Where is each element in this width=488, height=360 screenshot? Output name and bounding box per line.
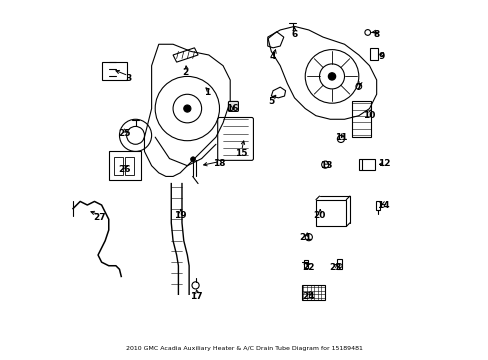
Text: 11: 11: [334, 132, 346, 141]
Text: 4: 4: [269, 52, 276, 61]
Text: 22: 22: [302, 263, 314, 272]
Text: 5: 5: [267, 97, 274, 106]
Text: 8: 8: [373, 30, 379, 39]
Text: 21: 21: [298, 233, 311, 242]
Text: 25: 25: [118, 129, 131, 138]
Text: 18: 18: [213, 159, 225, 168]
Text: 27: 27: [93, 213, 106, 222]
Text: 2010 GMC Acadia Auxiliary Heater & A/C Drain Tube Diagram for 15189481: 2010 GMC Acadia Auxiliary Heater & A/C D…: [126, 346, 362, 351]
Text: 16: 16: [225, 104, 238, 113]
Text: 2: 2: [182, 68, 188, 77]
Text: 17: 17: [189, 292, 202, 301]
Circle shape: [190, 157, 195, 162]
Text: 24: 24: [302, 292, 314, 301]
Text: 7: 7: [355, 83, 361, 92]
Text: 15: 15: [234, 149, 246, 158]
Text: 9: 9: [378, 52, 385, 61]
Text: 20: 20: [313, 211, 325, 220]
Text: 10: 10: [363, 111, 375, 120]
Text: 19: 19: [174, 211, 186, 220]
Text: 23: 23: [329, 263, 341, 272]
Text: 12: 12: [377, 159, 389, 168]
Text: 26: 26: [118, 165, 131, 174]
Text: 3: 3: [125, 74, 131, 83]
Circle shape: [183, 105, 190, 112]
Text: 13: 13: [320, 161, 332, 170]
FancyBboxPatch shape: [228, 102, 238, 111]
Text: 1: 1: [203, 88, 210, 97]
Circle shape: [328, 73, 335, 80]
Text: 6: 6: [291, 30, 297, 39]
Text: 14: 14: [377, 201, 389, 210]
